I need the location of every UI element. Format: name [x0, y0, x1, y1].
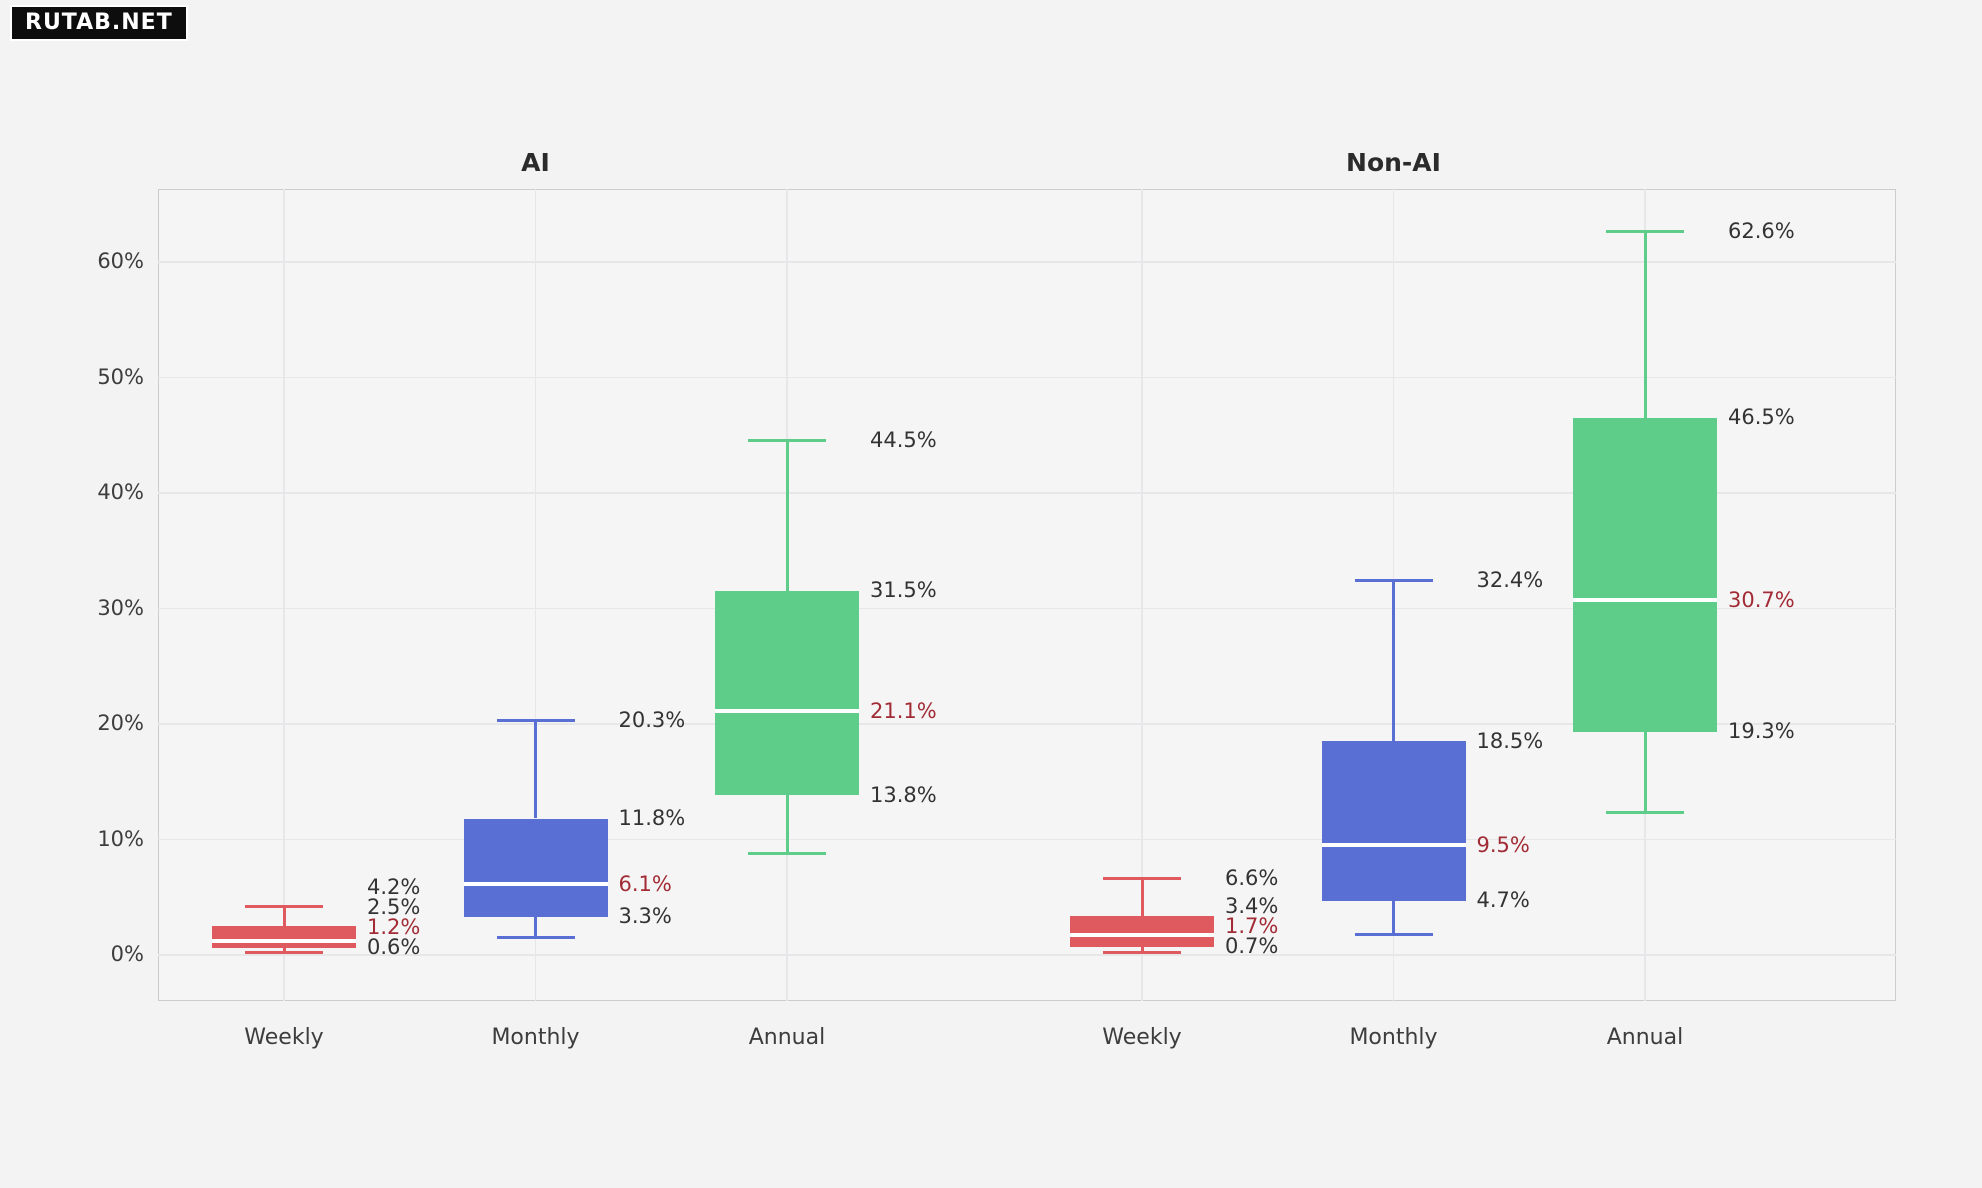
panel-title-ai: AI: [521, 147, 550, 177]
box-ai-annual-upper-whisker-line: [785, 440, 789, 591]
h-gridline: [158, 261, 1896, 263]
box-non-ai-weekly-lower-whisker-line: [1140, 946, 1144, 953]
y-tick-label: 10%: [97, 826, 144, 851]
box-non-ai-weekly-value-label: 3.4%: [1225, 894, 1279, 919]
box-non-ai-weekly-value-label: 6.6%: [1225, 866, 1279, 891]
box-ai-annual-rect: [715, 590, 859, 796]
box-ai-monthly-median-value-label: 6.1%: [618, 871, 672, 896]
box-non-ai-weekly-rect: [1070, 915, 1214, 947]
x-tick-label: Monthly: [491, 1025, 580, 1050]
box-ai-weekly-lower-whisker-line: [282, 947, 286, 953]
box-ai-monthly-upper-whisker-line: [534, 720, 537, 819]
box-non-ai-annual-upper-whisker-cap: [1606, 230, 1684, 234]
box-ai-monthly-value-label: 3.3%: [618, 904, 672, 929]
box-non-ai-monthly-median-line: [1321, 843, 1466, 848]
box-ai-annual-value-label: 31.5%: [870, 578, 937, 603]
box-non-ai-monthly-lower-whisker-line: [1392, 900, 1395, 934]
box-ai-monthly-value-label: 11.8%: [618, 806, 686, 830]
h-gridline: [158, 838, 1896, 841]
x-tick-label: Weekly: [244, 1025, 324, 1050]
box-ai-annual-lower-whisker-line: [785, 795, 789, 854]
h-gridline: [158, 723, 1896, 725]
box-non-ai-weekly-upper-whisker-cap: [1103, 877, 1181, 881]
box-ai-monthly-median-line: [463, 882, 608, 887]
box-non-ai-annual-value-label: 19.3%: [1728, 719, 1795, 744]
box-non-ai-monthly-median-value-label: 9.5%: [1476, 832, 1530, 857]
box-ai-monthly-lower-whisker-line: [534, 916, 537, 938]
box-non-ai-annual-lower-whisker-line: [1643, 731, 1647, 813]
box-non-ai-annual-median-line: [1573, 598, 1717, 603]
box-non-ai-weekly-median-line: [1070, 933, 1214, 938]
box-ai-annual-median-value-label: 21.1%: [870, 698, 937, 723]
y-tick-label: 40%: [97, 480, 144, 505]
box-ai-weekly-value-label: 0.6%: [367, 935, 421, 960]
y-tick-label: 20%: [97, 711, 144, 736]
v-gridline: [283, 189, 285, 1001]
box-ai-annual-median-line: [715, 709, 859, 714]
box-ai-weekly-rect: [212, 925, 356, 948]
box-non-ai-annual-value-label: 62.6%: [1728, 219, 1795, 244]
box-non-ai-weekly-median-value-label: 1.7%: [1225, 914, 1279, 939]
h-gridline: [158, 954, 1896, 956]
x-tick-label: Weekly: [1102, 1025, 1182, 1050]
x-tick-label: Monthly: [1349, 1025, 1438, 1050]
box-ai-weekly-value-label: 4.2%: [367, 875, 421, 900]
box-non-ai-monthly-upper-whisker-line: [1392, 580, 1395, 742]
h-gridline: [158, 376, 1896, 379]
y-tick-label: 30%: [97, 595, 144, 620]
v-gridline: [1141, 189, 1143, 1001]
box-non-ai-monthly-upper-whisker-cap: [1354, 579, 1433, 583]
y-tick-label: 0%: [110, 942, 144, 967]
box-non-ai-annual-value-label: 46.5%: [1728, 405, 1795, 430]
x-tick-label: Annual: [748, 1025, 826, 1050]
box-ai-annual-lower-whisker-cap: [748, 851, 826, 855]
box-non-ai-monthly-value-label: 4.7%: [1476, 888, 1530, 912]
y-tick-label: 60%: [97, 249, 144, 274]
h-gridline: [158, 607, 1896, 610]
box-non-ai-annual-median-value-label: 30.7%: [1728, 587, 1795, 612]
watermark-badge: RUTAB.NET: [10, 5, 188, 41]
box-ai-annual-upper-whisker-cap: [748, 439, 826, 443]
box-non-ai-annual-rect: [1573, 417, 1717, 732]
box-non-ai-annual-lower-whisker-cap: [1606, 811, 1684, 815]
x-tick-label: Annual: [1606, 1025, 1684, 1050]
box-non-ai-monthly-rect: [1321, 741, 1466, 901]
box-non-ai-annual-upper-whisker-line: [1643, 231, 1647, 418]
box-non-ai-weekly-upper-whisker-line: [1140, 878, 1144, 916]
box-ai-weekly-value-label: 2.5%: [367, 895, 421, 920]
h-gridline: [158, 492, 1896, 494]
box-non-ai-monthly-value-label: 32.4%: [1476, 568, 1544, 593]
box-ai-weekly-median-value-label: 1.2%: [367, 915, 421, 940]
v-gridline: [534, 189, 537, 1001]
box-ai-weekly-median-line: [212, 938, 356, 943]
box-ai-weekly-upper-whisker-line: [282, 906, 286, 926]
box-non-ai-monthly-value-label: 18.5%: [1476, 728, 1544, 753]
box-ai-monthly-rect: [463, 818, 608, 917]
box-ai-weekly-upper-whisker-cap: [245, 904, 323, 908]
box-non-ai-weekly-value-label: 0.7%: [1225, 934, 1279, 959]
box-ai-annual-value-label: 44.5%: [870, 428, 937, 453]
box-ai-monthly-value-label: 20.3%: [618, 707, 686, 732]
box-non-ai-weekly-lower-whisker-cap: [1103, 950, 1181, 954]
box-non-ai-monthly-lower-whisker-cap: [1354, 932, 1433, 936]
box-ai-annual-value-label: 13.8%: [870, 782, 937, 807]
box-ai-monthly-upper-whisker-cap: [496, 718, 575, 722]
panel-title-non-ai: Non-AI: [1346, 147, 1441, 177]
y-tick-label: 50%: [97, 364, 144, 389]
box-ai-monthly-lower-whisker-cap: [496, 935, 575, 939]
box-ai-weekly-lower-whisker-cap: [245, 950, 323, 954]
